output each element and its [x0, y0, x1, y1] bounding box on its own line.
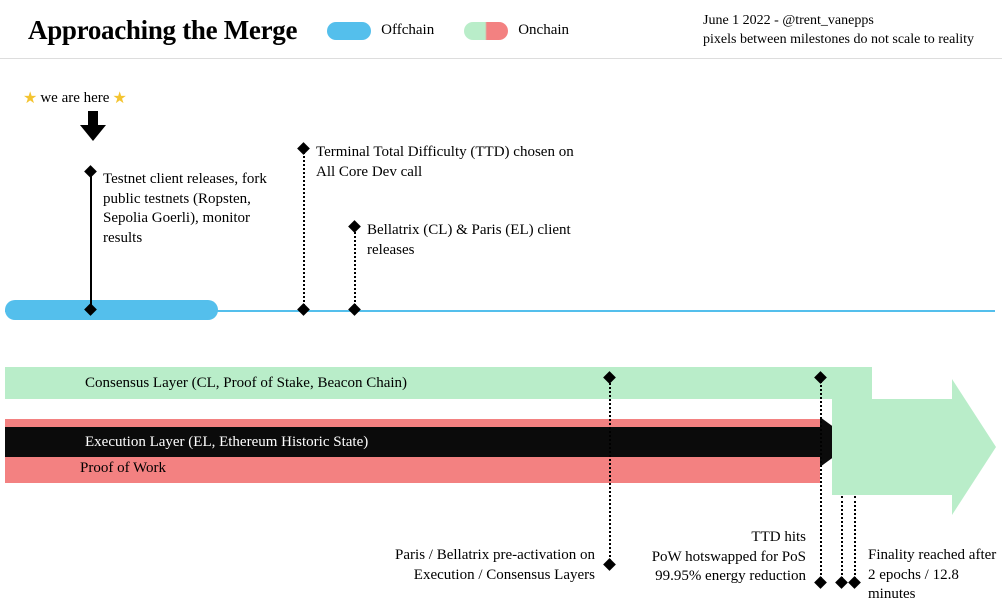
diamond-icon — [814, 576, 827, 589]
diamond-icon — [348, 303, 361, 316]
star-icon: ★ — [112, 88, 126, 108]
onchain-label: Onchain — [518, 22, 569, 39]
milestone-line-testnet — [90, 172, 92, 310]
offchain-pill-bar — [5, 300, 218, 320]
milestone-line-ttd-hits — [820, 378, 822, 583]
milestone-label-ttd-hits: TTD hitsPoW hotswapped for PoS99.95% ene… — [606, 528, 806, 587]
header: Approaching the Merge Offchain Onchain J… — [0, 0, 1002, 59]
page-title: Approaching the Merge — [28, 15, 297, 46]
meta-date: June 1 2022 - @trent_vanepps — [703, 12, 974, 31]
diamond-icon — [297, 303, 310, 316]
we-are-here-label: we are here — [40, 90, 109, 107]
diamond-icon — [297, 142, 310, 155]
milestone-label-finality2: Finality reached after 2 epochs / 12.8 m… — [868, 546, 998, 605]
milestone-label-testnet: Testnet client releases, fork public tes… — [103, 170, 283, 248]
onchain-pill — [464, 22, 508, 40]
offchain-pill — [327, 22, 371, 40]
meta-block: June 1 2022 - @trent_vanepps pixels betw… — [703, 12, 974, 50]
pow-label: Proof of Work — [80, 459, 166, 479]
milestone-line-finality1 — [841, 496, 843, 583]
diagram: ★we are here★ Testnet client releases, fo… — [0, 60, 1002, 607]
milestone-label-pre-activation: Paris / Bellatrix pre-activation on Exec… — [335, 546, 595, 585]
down-arrow-icon — [80, 111, 106, 141]
legend-onchain: Onchain — [464, 22, 569, 40]
merged-layer-bar — [832, 399, 952, 495]
milestone-label-ttd-chosen: Terminal Total Difficulty (TTD) chosen o… — [316, 143, 576, 182]
star-icon: ★ — [23, 88, 37, 108]
meta-note: pixels between milestones do not scale t… — [703, 31, 974, 50]
execution-layer-bar: Execution Layer (EL, Ethereum Historic S… — [5, 427, 820, 457]
milestone-line-bellatrix — [354, 227, 356, 310]
diamond-icon — [835, 576, 848, 589]
milestone-line-finality2 — [854, 496, 856, 583]
we-are-here: ★we are here★ — [23, 88, 127, 108]
green-arrow-head — [952, 379, 996, 515]
milestone-label-bellatrix: Bellatrix (CL) & Paris (EL) client relea… — [367, 221, 577, 260]
legend-offchain: Offchain — [327, 22, 434, 40]
offchain-label: Offchain — [381, 22, 434, 39]
milestone-line-ttd-chosen — [303, 149, 305, 310]
diamond-icon — [84, 165, 97, 178]
consensus-layer-bar: Consensus Layer (CL, Proof of Stake, Bea… — [5, 367, 872, 399]
diamond-icon — [848, 576, 861, 589]
diamond-icon — [348, 220, 361, 233]
